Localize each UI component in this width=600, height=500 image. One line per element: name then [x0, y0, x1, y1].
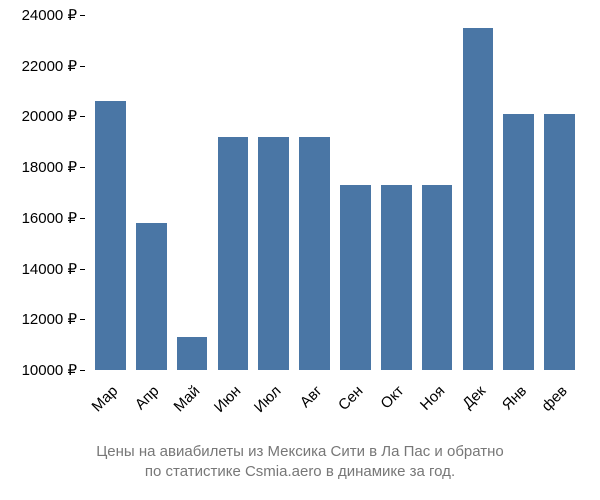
y-tick-label: 16000 ₽: [22, 209, 77, 227]
y-tick-label: 18000 ₽: [22, 158, 77, 176]
bar: [503, 114, 534, 370]
y-axis: 10000 ₽12000 ₽14000 ₽16000 ₽18000 ₽20000…: [0, 15, 85, 370]
y-tick-label: 14000 ₽: [22, 260, 77, 278]
bar: [340, 185, 371, 370]
x-tick-label: Июл: [251, 382, 285, 416]
x-tick-label: Мар: [89, 382, 122, 415]
y-tick-label: 10000 ₽: [22, 361, 77, 379]
x-tick-label: Сен: [335, 382, 366, 413]
x-tick-label: Июн: [210, 382, 243, 415]
y-tick-mark: [80, 319, 85, 320]
caption-line-2: по статистике Csmia.aero в динамике за г…: [145, 463, 455, 480]
y-tick-mark: [80, 370, 85, 371]
x-tick-label: фев: [538, 382, 570, 414]
bar: [258, 137, 289, 370]
bar: [299, 137, 330, 370]
plot-area: [90, 15, 580, 370]
x-tick-label: Янв: [499, 382, 530, 413]
x-axis: Мар АпрМайИюнИюл Авг Сен Окт Ноя Дек Янвфев: [90, 370, 580, 430]
bar: [177, 337, 208, 370]
bar: [463, 28, 494, 370]
x-tick-label: Авг: [297, 382, 326, 411]
bar: [95, 101, 126, 370]
y-tick-mark: [80, 218, 85, 219]
y-tick-mark: [80, 15, 85, 16]
x-tick-label: Апр: [132, 382, 163, 413]
y-tick-mark: [80, 167, 85, 168]
bar: [381, 185, 412, 370]
x-tick-label: Ноя: [417, 382, 448, 413]
chart-container: 10000 ₽ 12000 ₽ 14000 ₽ 16000 ₽ 18000 ₽ 20000…: [0, 0, 600, 500]
y-tick-label: 12000 ₽: [22, 310, 77, 328]
y-tick-label: 20000 ₽: [22, 107, 77, 125]
y-tick-mark: [80, 66, 85, 67]
bar: [218, 137, 249, 370]
bar: [422, 185, 453, 370]
bar: [544, 114, 575, 370]
caption-line-1: Цены на авиабилеты из Мексика Сити в Ла …: [96, 443, 504, 460]
chart-caption: Цены на авиабилеты из Мексика Сити в Ла …: [0, 442, 600, 483]
x-tick-label: Окт: [377, 382, 407, 412]
y-tick-mark: [80, 116, 85, 117]
x-tick-label: Дек: [459, 382, 489, 412]
bar: [136, 223, 167, 370]
y-tick-label: 24000 ₽: [22, 6, 77, 24]
y-tick-label: 22000 ₽: [22, 57, 77, 75]
y-tick-mark: [80, 269, 85, 270]
x-tick-label: Май: [170, 382, 203, 415]
